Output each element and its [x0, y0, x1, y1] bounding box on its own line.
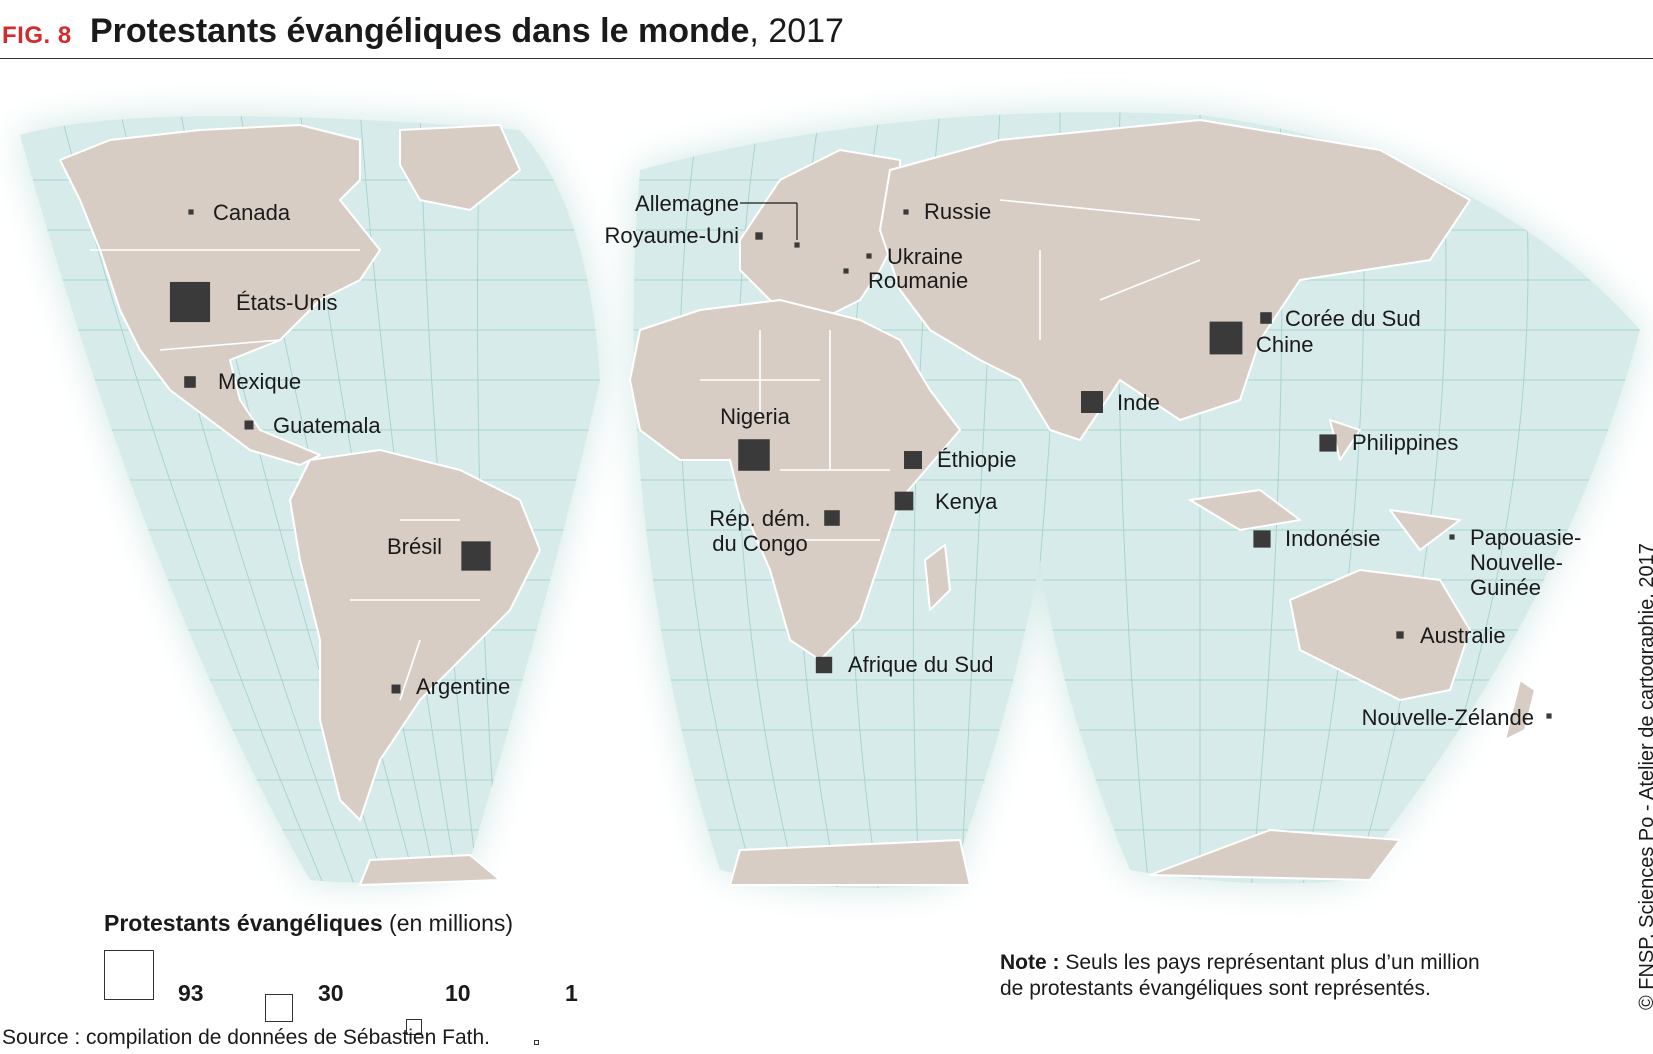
legend-value-10: 10	[445, 980, 471, 1006]
legend-value-1: 1	[565, 980, 578, 1006]
legend-square-30	[265, 993, 294, 1022]
label-nigeria: Nigeria	[720, 404, 790, 429]
label-chine: Chine	[1256, 332, 1314, 357]
marker-etats-unis	[169, 281, 211, 323]
africa	[629, 299, 961, 661]
legend-value-30: 30	[318, 980, 344, 1006]
antarctica-center	[729, 839, 971, 886]
label-allemagne: Allemagne	[635, 191, 739, 216]
label-mexique: Mexique	[218, 369, 302, 394]
marker-inde	[1081, 391, 1103, 413]
label-philippines: Philippines	[1352, 430, 1459, 455]
label-nouvelle-zelande: Nouvelle-Zélande	[1361, 705, 1534, 730]
new-zealand	[1504, 679, 1536, 741]
title-year: , 2017	[749, 12, 844, 50]
greenland	[399, 124, 521, 211]
legend-title: Protestants évangéliques (en millions)	[104, 910, 513, 937]
label-royaume-uni: Royaume-Uni	[604, 223, 740, 248]
marker-kenya	[894, 491, 914, 511]
label-afrique-du-sud: Afrique du Sud	[848, 652, 994, 677]
antarctica-left	[359, 854, 501, 886]
marker-royaume-uni	[755, 232, 763, 240]
map-note: Note : Seuls les pays représentant plus …	[1000, 950, 1480, 1002]
marker-canada	[188, 209, 194, 215]
europe	[739, 149, 901, 321]
marker-papouasie-nouvelle-guinee	[1449, 534, 1455, 540]
note-line-2: de protestants évangéliques sont représe…	[1000, 977, 1431, 1000]
label-ukraine: Ukraine	[887, 244, 963, 269]
figure-number: FIG. 8	[2, 22, 72, 49]
marker-nigeria	[738, 439, 770, 471]
marker-nouvelle-zelande	[1546, 713, 1552, 719]
legend-title-bold: Protestants évangéliques	[104, 910, 383, 936]
asia	[879, 119, 1471, 441]
label-russie: Russie	[924, 199, 992, 224]
header-divider	[0, 58, 1653, 59]
marker-chine	[1209, 321, 1243, 355]
marker-mexique	[184, 376, 196, 388]
label-coree-du-sud: Corée du Sud	[1285, 306, 1421, 331]
label-rep-dem-du-congo: Rép. dém. du Congo	[709, 506, 811, 556]
label-canada: Canada	[213, 200, 291, 225]
copyright-credit: © FNSP. Sciences Po - Atelier de cartogr…	[1636, 543, 1653, 1010]
label-argentine: Argentine	[416, 674, 511, 699]
legend-square-10	[406, 1018, 423, 1035]
title-text: Protestants évangéliques dans le monde	[90, 12, 750, 50]
legend-value-93: 93	[178, 980, 204, 1006]
label-papouasie-nouvelle-guinee: Papouasie- Nouvelle- Guinée	[1470, 525, 1582, 600]
label-kenya: Kenya	[935, 489, 998, 514]
legend-square-93	[104, 950, 154, 1000]
marker-ukraine	[866, 253, 872, 259]
label-etats-unis: États-Unis	[236, 290, 338, 315]
landmasses	[59, 119, 1536, 886]
marker-coree-du-sud	[1260, 312, 1272, 324]
label-roumanie: Roumanie	[868, 268, 969, 293]
country-borders	[90, 199, 1201, 701]
marker-ethiopie	[904, 451, 922, 469]
note-label: Note :	[1000, 951, 1060, 974]
marker-afrique-du-sud	[815, 656, 833, 674]
marker-argentine	[391, 684, 401, 694]
legend-title-unit: (en millions)	[382, 910, 514, 936]
marker-allemagne	[794, 242, 800, 248]
australia	[1289, 569, 1471, 701]
source-line: Source : compilation de données de Sébas…	[2, 1026, 490, 1049]
country-markers	[169, 209, 1552, 719]
figure-title: Protestants évangéliques dans le monde, …	[90, 12, 844, 51]
antarctica-right	[1149, 829, 1401, 881]
marker-australie	[1396, 631, 1404, 639]
marker-indonesie	[1253, 530, 1271, 548]
north-america	[59, 124, 381, 466]
figure-header: FIG. 8 Protestants évangéliques dans le …	[0, 10, 1653, 56]
label-bresil: Brésil	[386, 534, 442, 559]
marker-russie	[903, 209, 909, 215]
label-australie: Australie	[1420, 623, 1506, 648]
note-line-1: Seuls les pays représentant plus d’un mi…	[1059, 951, 1480, 974]
label-ethiopie: Éthiopie	[937, 447, 1017, 472]
marker-bresil	[461, 541, 491, 571]
marker-rep-dem-du-congo	[824, 510, 840, 526]
marker-roumanie	[843, 268, 849, 274]
label-indonesie: Indonésie	[1285, 526, 1381, 551]
world-map	[20, 112, 1640, 889]
marker-guatemala	[244, 420, 254, 430]
legend-square-1	[534, 1039, 540, 1045]
label-guatemala: Guatemala	[273, 413, 381, 438]
madagascar	[924, 544, 951, 611]
marker-philippines	[1319, 434, 1337, 452]
label-inde: Inde	[1117, 390, 1160, 415]
